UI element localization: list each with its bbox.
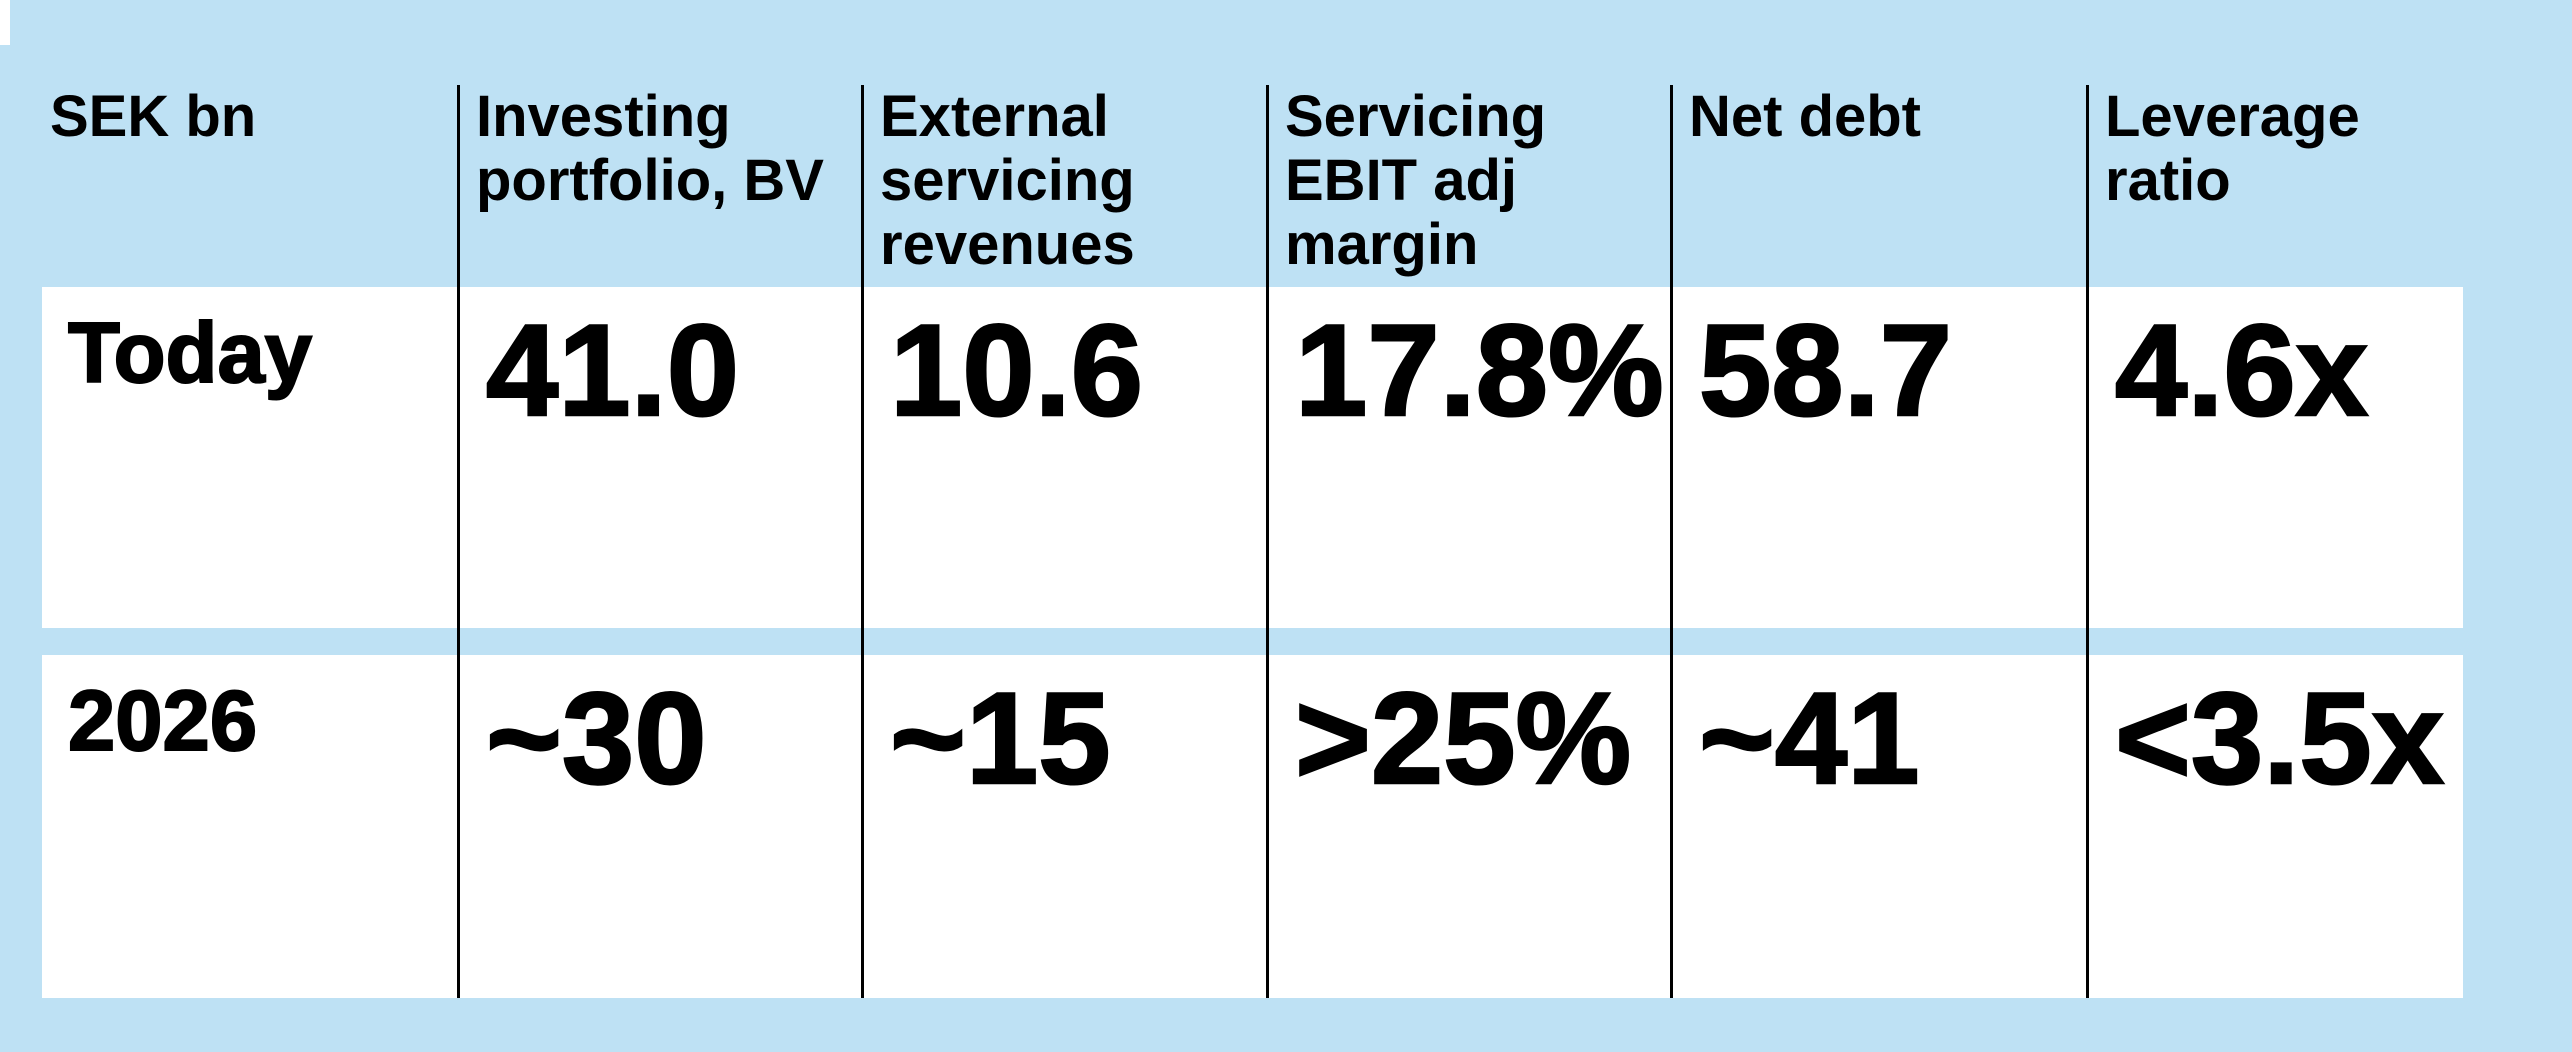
row-gap [42, 628, 457, 655]
row-gap [2089, 628, 2463, 655]
row-gap [1269, 628, 1670, 655]
header-unit: SEK bn [50, 84, 257, 149]
header-leverage-ratio: Leverage ratio [2105, 84, 2360, 213]
cell-today-external-servicing-revenues: 10.6 [864, 287, 1266, 628]
cell-2026-leverage-ratio: <3.5x [2089, 655, 2463, 998]
header-servicing-ebit-margin: Servicing EBIT adj margin [1285, 84, 1547, 277]
row-label-today: Today [42, 287, 457, 628]
header-external-servicing-revenues: External servicing revenues [880, 84, 1135, 277]
column-external-servicing-revenues: External servicing revenues 10.6 ~15 [861, 85, 1266, 998]
row-label-2026: 2026 [42, 655, 457, 998]
cell-today-servicing-ebit-margin: 17.8% [1269, 287, 1670, 628]
corner-artifact [0, 0, 10, 45]
cell-today-investing-portfolio: 41.0 [460, 287, 861, 628]
row-gap [1673, 628, 2086, 655]
column-investing-portfolio: Investing portfolio, BV 41.0 ~30 [457, 85, 861, 998]
column-leverage-ratio: Leverage ratio 4.6x <3.5x [2086, 85, 2463, 998]
header-investing-portfolio: Investing portfolio, BV [476, 84, 824, 213]
cell-2026-external-servicing-revenues: ~15 [864, 655, 1266, 998]
cell-2026-net-debt: ~41 [1673, 655, 2086, 998]
column-row-labels: SEK bn Today 2026 [42, 85, 457, 998]
column-net-debt: Net debt 58.7 ~41 [1670, 85, 2086, 998]
cell-2026-servicing-ebit-margin: >25% [1269, 655, 1670, 998]
column-servicing-ebit-margin: Servicing EBIT adj margin 17.8% >25% [1266, 85, 1670, 998]
row-gap [864, 628, 1266, 655]
header-net-debt: Net debt [1689, 84, 1921, 149]
financial-targets-table: SEK bn Today 2026 Investing portfolio, B… [42, 85, 2463, 998]
row-gap [460, 628, 861, 655]
cell-today-net-debt: 58.7 [1673, 287, 2086, 628]
cell-2026-investing-portfolio: ~30 [460, 655, 861, 998]
cell-today-leverage-ratio: 4.6x [2089, 287, 2463, 628]
